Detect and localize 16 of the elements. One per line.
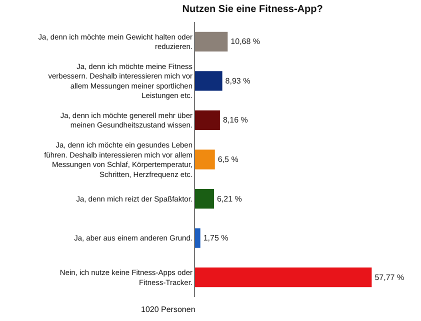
data-label: 6,5 % [218, 155, 238, 164]
bar [195, 110, 220, 130]
bar [195, 268, 372, 288]
bar [195, 228, 200, 248]
chart-title: Nutzen Sie eine Fitness-App? [182, 4, 323, 15]
data-label: 8,93 % [225, 76, 250, 86]
data-label: 57,77 % [374, 272, 404, 282]
bar [195, 188, 214, 209]
data-label: 6,21 % [216, 194, 242, 204]
text: 1020 Personen [141, 305, 196, 314]
data-label: 1,75 % [203, 234, 228, 243]
data-label: 10,68 % [230, 37, 260, 46]
bar [195, 150, 215, 170]
bar [195, 32, 228, 52]
data-label: 8,16 % [222, 116, 248, 125]
bar [195, 71, 222, 91]
